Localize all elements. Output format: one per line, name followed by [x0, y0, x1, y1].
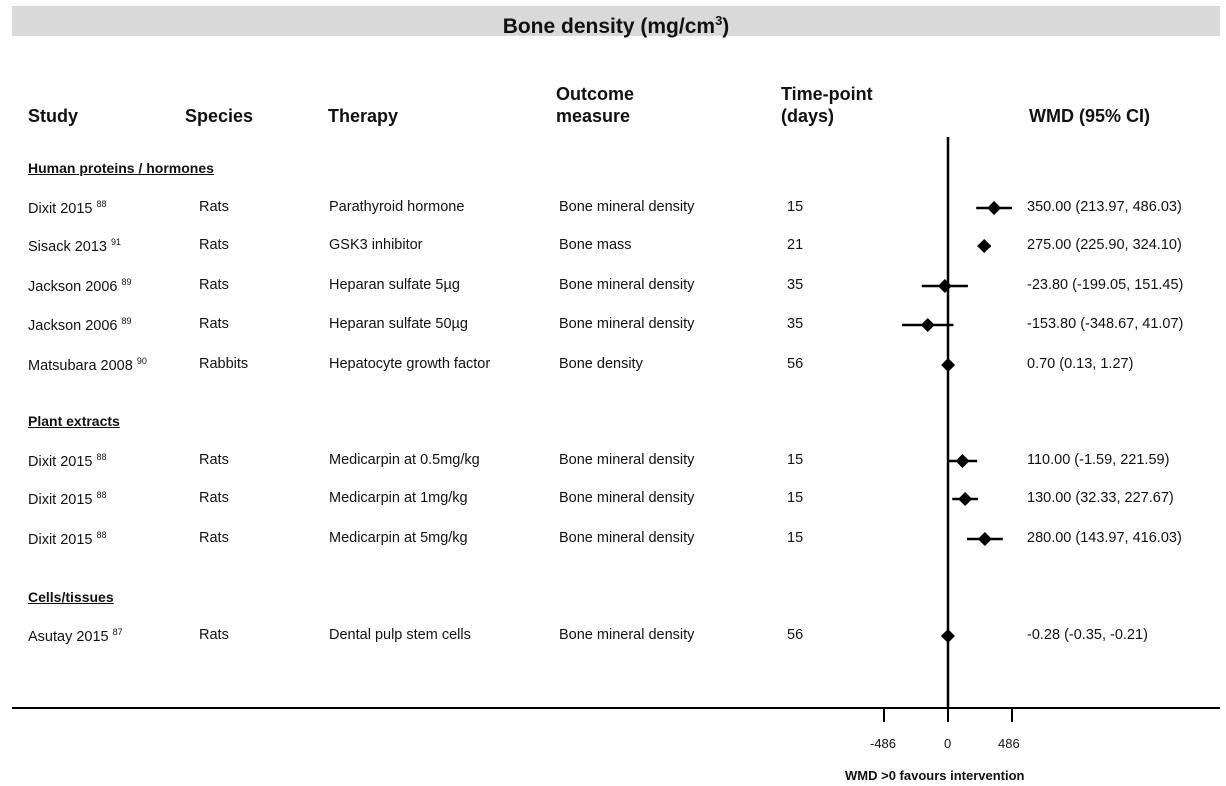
- estimate-marker: [941, 358, 956, 372]
- x-tick-label: -486: [870, 736, 897, 751]
- header-species: Species: [185, 106, 254, 126]
- outcome-measure: Bone mass: [559, 237, 632, 253]
- species: Rats: [199, 490, 229, 506]
- time-point: 56: [787, 627, 804, 643]
- estimate-marker: [955, 454, 970, 468]
- header-time-point: Time-point (days): [781, 84, 873, 126]
- chart-title: Bone density (mg/cm3): [502, 13, 730, 38]
- estimate-marker: [977, 239, 992, 253]
- species: Rats: [199, 627, 229, 643]
- estimate-marker: [977, 532, 992, 546]
- species: Rats: [199, 530, 229, 546]
- wmd-ci: 280.00 (143.97, 416.03): [1027, 530, 1182, 546]
- wmd-ci: -153.80 (-348.67, 41.07): [1027, 316, 1184, 332]
- wmd-ci: 130.00 (32.33, 227.67): [1027, 490, 1174, 506]
- time-point: 35: [787, 277, 804, 293]
- study-name: Asutay 2015 87: [28, 627, 123, 645]
- outcome-measure: Bone mineral density: [559, 490, 695, 506]
- therapy: Parathyroid hormone: [329, 199, 465, 215]
- study-name: Jackson 2006 89: [28, 277, 132, 295]
- outcome-measure: Bone mineral density: [559, 277, 695, 293]
- title-bar: Bone density (mg/cm3): [12, 6, 1220, 38]
- outcome-measure: Bone mineral density: [559, 452, 695, 468]
- species: Rabbits: [199, 356, 249, 372]
- species: Rats: [199, 316, 229, 332]
- therapy: Heparan sulfate 5µg: [329, 277, 460, 293]
- species: Rats: [199, 199, 229, 215]
- time-point: 15: [787, 530, 804, 546]
- wmd-ci: -23.80 (-199.05, 151.45): [1027, 277, 1184, 293]
- time-point: 15: [787, 199, 804, 215]
- time-point: 56: [787, 356, 804, 372]
- time-point: 35: [787, 316, 804, 332]
- outcome-measure: Bone mineral density: [559, 316, 695, 332]
- time-point: 15: [787, 452, 804, 468]
- therapy: GSK3 inhibitor: [329, 237, 423, 253]
- study-name: Sisack 2013 91: [28, 237, 122, 255]
- therapy: Dental pulp stem cells: [329, 627, 471, 643]
- species: Rats: [199, 277, 229, 293]
- therapy: Hepatocyte growth factor: [329, 356, 491, 372]
- estimate-marker: [937, 279, 952, 293]
- wmd-ci: 0.70 (0.13, 1.27): [1027, 356, 1134, 372]
- wmd-ci: 110.00 (-1.59, 221.59): [1027, 452, 1170, 468]
- therapy: Medicarpin at 0.5mg/kg: [329, 452, 480, 468]
- estimate-marker: [987, 201, 1002, 215]
- header-outcome: Outcome measure: [556, 84, 635, 126]
- wmd-ci: -0.28 (-0.35, -0.21): [1027, 627, 1148, 643]
- group-label: Plant extracts: [28, 413, 120, 429]
- header-study: Study: [28, 106, 79, 126]
- outcome-measure: Bone density: [559, 356, 643, 372]
- estimate-marker: [940, 629, 955, 643]
- study-name: Dixit 2015 88: [28, 199, 107, 217]
- wmd-ci: 350.00 (213.97, 486.03): [1027, 199, 1182, 215]
- outcome-measure: Bone mineral density: [559, 627, 695, 643]
- wmd-ci: 275.00 (225.90, 324.10): [1027, 237, 1182, 253]
- estimate-marker: [958, 492, 973, 506]
- x-axis-label: WMD >0 favours intervention: [845, 768, 1025, 783]
- therapy: Medicarpin at 1mg/kg: [329, 490, 468, 506]
- study-name: Matsubara 2008 90: [28, 356, 147, 374]
- species: Rats: [199, 237, 229, 253]
- x-tick-label: 486: [998, 736, 1020, 751]
- x-tick-label: 0: [944, 736, 952, 751]
- species: Rats: [199, 452, 229, 468]
- time-point: 15: [787, 490, 804, 506]
- outcome-measure: Bone mineral density: [559, 199, 695, 215]
- group-label: Human proteins / hormones: [28, 160, 214, 176]
- study-name: Dixit 2015 88: [28, 530, 107, 548]
- time-point: 21: [787, 237, 804, 253]
- therapy: Medicarpin at 5mg/kg: [329, 530, 468, 546]
- study-name: Dixit 2015 88: [28, 452, 107, 470]
- therapy: Heparan sulfate 50µg: [329, 316, 468, 332]
- header-therapy: Therapy: [328, 106, 399, 126]
- outcome-measure: Bone mineral density: [559, 530, 695, 546]
- study-name: Dixit 2015 88: [28, 490, 107, 508]
- header-wmd: WMD (95% CI): [1029, 106, 1150, 126]
- estimate-marker: [920, 318, 935, 332]
- group-label: Cells/tissues: [28, 589, 114, 605]
- study-name: Jackson 2006 89: [28, 316, 132, 334]
